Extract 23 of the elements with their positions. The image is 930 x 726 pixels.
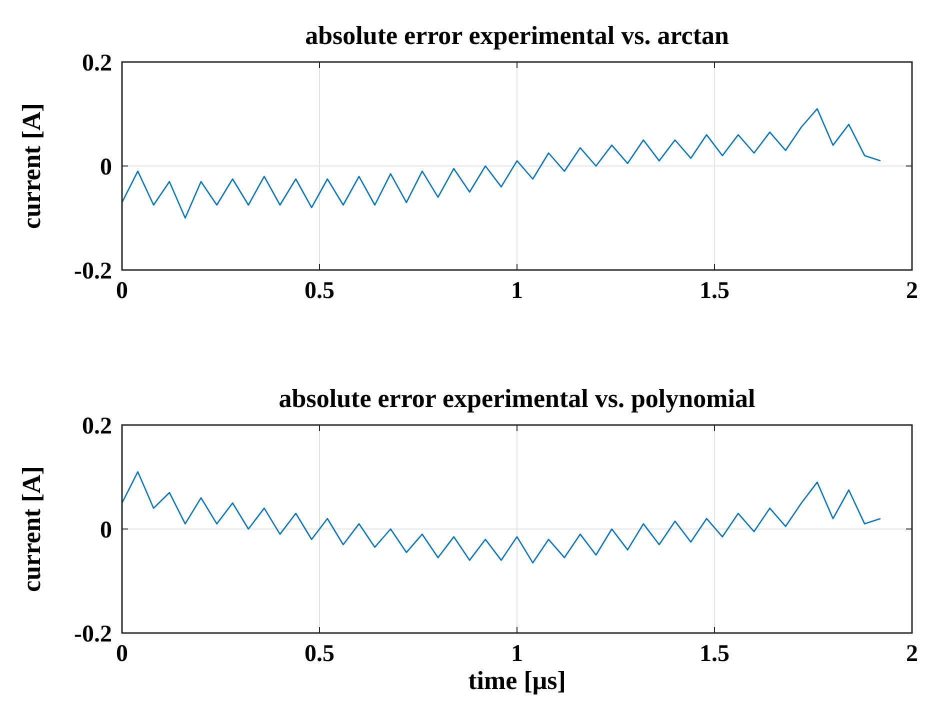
x-tick-label: 1	[511, 641, 523, 667]
x-tick-label: 1.5	[700, 278, 730, 304]
chart-title: absolute error experimental vs. arctan	[305, 21, 730, 50]
y-tick-label: 0.2	[82, 50, 112, 76]
x-axis-title: time [μs]	[468, 666, 566, 695]
line-series	[121, 471, 882, 564]
chart-title: absolute error experimental vs. polynomial	[278, 384, 756, 413]
x-tick-label: 2	[906, 278, 918, 304]
y-tick-label: 0	[100, 517, 112, 544]
x-tick-label: 0	[116, 278, 128, 304]
x-tick-label: 2	[906, 641, 918, 667]
y-tick-label: 0	[100, 154, 112, 180]
y-axis-title: current [A]	[17, 466, 46, 592]
x-tick-label: 0.5	[304, 641, 334, 667]
x-tick-label: 0.5	[304, 278, 334, 304]
y-tick-label: -0.2	[74, 258, 112, 284]
x-tick-label: 1	[511, 278, 523, 304]
y-tick-label: -0.2	[74, 621, 112, 648]
line-series	[121, 108, 882, 219]
y-axis-title: current [A]	[17, 103, 46, 229]
x-tick-label: 0	[116, 641, 128, 667]
x-tick-label: 1.5	[700, 641, 730, 667]
y-tick-label: 0.2	[82, 413, 112, 440]
